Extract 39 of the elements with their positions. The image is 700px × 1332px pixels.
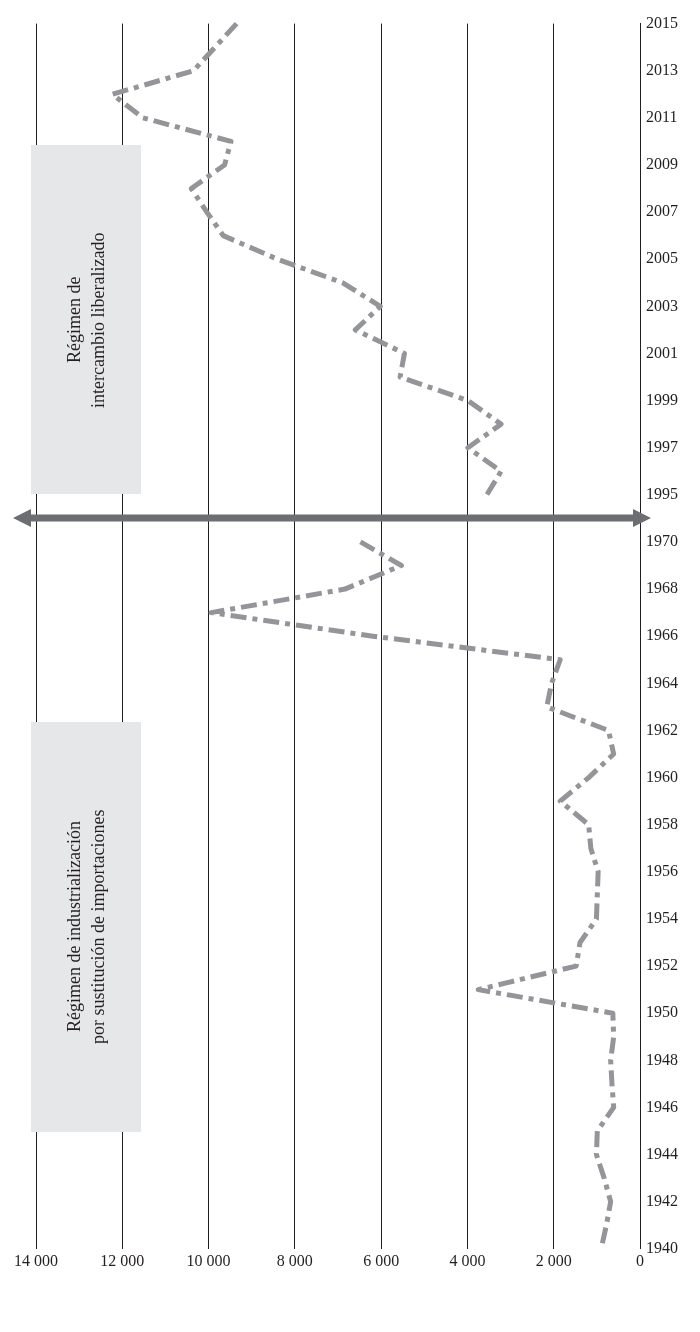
y-tick-label: 1956 [646,862,678,880]
x-tick-label: 0 [636,1251,644,1269]
y-tick-label: 1970 [646,532,678,550]
y-tick-label: 1966 [646,626,678,644]
y-tick-label: 1960 [646,767,678,785]
y-tick-label: 2005 [646,249,678,267]
y-tick-label: 1942 [646,1191,678,1209]
y-tick-label: 1958 [646,814,678,832]
y-tick-label: 1946 [646,1097,678,1115]
y-tick-label: 2011 [646,108,678,126]
y-tick-label: 2001 [646,343,678,361]
x-tick-label: 14 000 [14,1251,58,1269]
x-tick-label: 6 000 [363,1251,400,1269]
y-tick-label: 1940 [646,1239,678,1256]
y-tick-label: 1968 [646,579,678,597]
annotation: Régimen de industrialización por sustitución de importaciones [62,808,109,1047]
y-tick-label: 1950 [646,1003,678,1021]
label-box: Régimen de intercambio liberalizado [31,145,141,494]
y-tick-label: 1962 [646,720,678,738]
y-tick-label: 2007 [646,202,678,220]
y-tick-label: 1997 [646,437,678,455]
y-tick-label: 1964 [646,673,678,691]
y-tick-label: 2015 [646,13,678,31]
y-tick-label: 2009 [646,155,678,173]
y-tick-label: 2013 [646,60,678,78]
x-tick-label: 4 000 [449,1251,486,1269]
y-tick-label: 2003 [646,296,678,314]
x-tick-label: 10 000 [186,1251,231,1269]
label-box: Régimen de industrialización por sustitución de importaciones [31,722,141,1132]
y-tick-label: 1944 [646,1144,678,1162]
y-tick-label: 1954 [646,909,678,927]
y-tick-label: 1999 [646,390,678,408]
x-tick-label: 8 000 [276,1251,313,1269]
y-tick-label: 1995 [646,485,678,503]
x-tick-label: 2 000 [535,1251,572,1269]
y-tick-label: 1952 [646,956,678,974]
y-tick-label: 1948 [646,1050,678,1068]
x-tick-label: 12 000 [100,1251,145,1269]
annotation: Régimen de intercambio liberalizado [62,230,109,410]
